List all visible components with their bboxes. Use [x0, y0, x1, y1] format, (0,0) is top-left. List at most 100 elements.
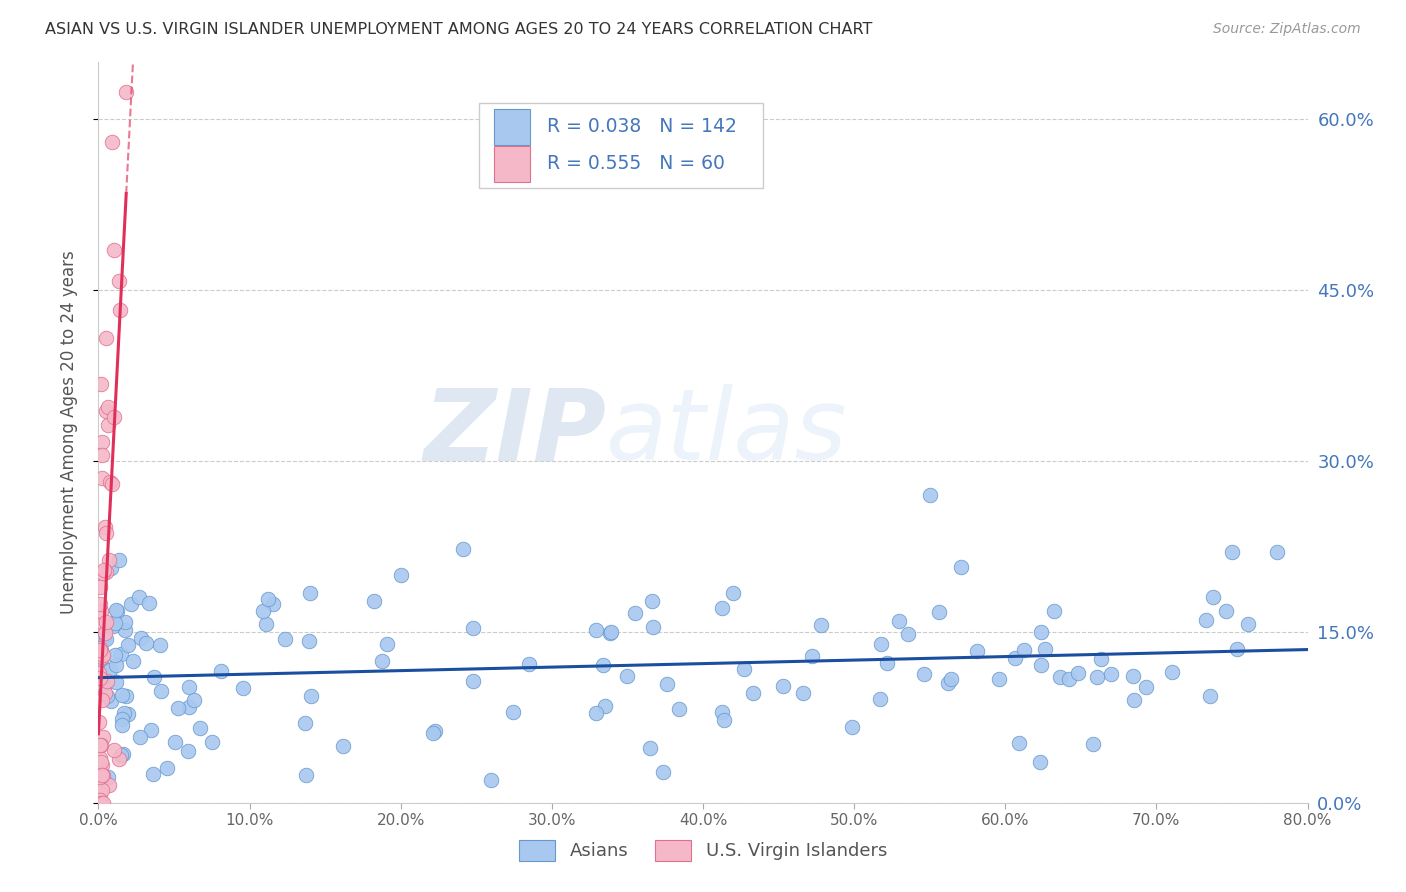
- Point: [252, 604, 274, 618]
- Point: [1215, 604, 1237, 618]
- Point: [461, 621, 484, 635]
- Point: [593, 698, 616, 713]
- Point: [502, 705, 524, 719]
- Point: [90, 604, 112, 618]
- Point: [624, 606, 647, 620]
- Point: [94, 525, 117, 540]
- Point: [139, 723, 162, 737]
- Point: [294, 715, 316, 730]
- Point: [177, 744, 200, 758]
- Point: [792, 686, 814, 700]
- Point: [177, 699, 200, 714]
- Point: [96, 674, 118, 689]
- Point: [1226, 642, 1249, 657]
- Point: [149, 639, 172, 653]
- Point: [1202, 590, 1225, 604]
- Point: [87, 715, 110, 730]
- Point: [966, 643, 988, 657]
- Point: [1081, 737, 1104, 751]
- Point: [117, 638, 139, 652]
- Point: [105, 675, 128, 690]
- Point: [869, 691, 891, 706]
- Point: [389, 568, 412, 582]
- Point: [1059, 672, 1081, 686]
- Point: [138, 596, 160, 610]
- Point: [90, 738, 112, 752]
- Point: [232, 681, 254, 696]
- Point: [90, 757, 112, 772]
- Point: [451, 541, 474, 556]
- Text: R = 0.038   N = 142: R = 0.038 N = 142: [547, 118, 737, 136]
- Point: [876, 656, 898, 670]
- Point: [592, 657, 614, 672]
- Point: [585, 623, 607, 637]
- Point: [98, 664, 121, 678]
- Point: [103, 743, 125, 757]
- Point: [201, 735, 224, 749]
- Point: [89, 764, 111, 778]
- Point: [1012, 643, 1035, 657]
- Point: [156, 761, 179, 775]
- Point: [87, 666, 110, 681]
- Point: [179, 680, 201, 694]
- Point: [108, 302, 131, 317]
- Point: [1042, 603, 1064, 617]
- Point: [1085, 670, 1108, 684]
- Point: [91, 768, 114, 782]
- Point: [928, 605, 950, 619]
- Point: [89, 756, 111, 770]
- Point: [1195, 613, 1218, 627]
- Point: [91, 566, 114, 580]
- Point: [298, 634, 321, 648]
- Point: [723, 586, 745, 600]
- Point: [262, 598, 284, 612]
- Point: [98, 778, 121, 792]
- Point: [111, 689, 134, 703]
- Point: [1090, 652, 1112, 666]
- Point: [165, 734, 187, 748]
- Point: [733, 662, 755, 676]
- Point: [128, 591, 150, 605]
- Point: [91, 796, 114, 810]
- Point: [93, 631, 115, 645]
- Point: [1029, 755, 1052, 769]
- Point: [89, 796, 111, 810]
- Point: [111, 712, 134, 726]
- Point: [668, 702, 690, 716]
- Point: [89, 793, 111, 807]
- Point: [711, 706, 734, 720]
- Text: atlas: atlas: [606, 384, 848, 481]
- Point: [97, 418, 120, 433]
- Point: [108, 752, 131, 766]
- Point: [254, 617, 277, 632]
- Point: [111, 747, 134, 761]
- Bar: [494, 109, 530, 145]
- Point: [841, 720, 863, 734]
- Point: [91, 448, 114, 462]
- Point: [657, 677, 679, 691]
- FancyBboxPatch shape: [479, 103, 763, 188]
- Point: [89, 786, 111, 800]
- Point: [89, 640, 111, 655]
- Point: [299, 586, 322, 600]
- Point: [135, 635, 157, 649]
- Point: [1029, 658, 1052, 673]
- Point: [652, 764, 675, 779]
- Point: [987, 672, 1010, 686]
- Point: [939, 672, 962, 686]
- Point: [949, 560, 972, 574]
- Point: [89, 764, 111, 778]
- Point: [96, 673, 118, 688]
- Point: [713, 713, 735, 727]
- Text: ASIAN VS U.S. VIRGIN ISLANDER UNEMPLOYMENT AMONG AGES 20 TO 24 YEARS CORRELATION: ASIAN VS U.S. VIRGIN ISLANDER UNEMPLOYME…: [45, 22, 872, 37]
- Point: [183, 693, 205, 707]
- Point: [91, 768, 114, 782]
- Point: [89, 739, 111, 753]
- Point: [107, 274, 129, 288]
- Point: [122, 654, 145, 668]
- Point: [89, 597, 111, 611]
- Point: [91, 648, 114, 662]
- Point: [98, 475, 121, 489]
- Point: [936, 676, 959, 690]
- Point: [97, 400, 120, 414]
